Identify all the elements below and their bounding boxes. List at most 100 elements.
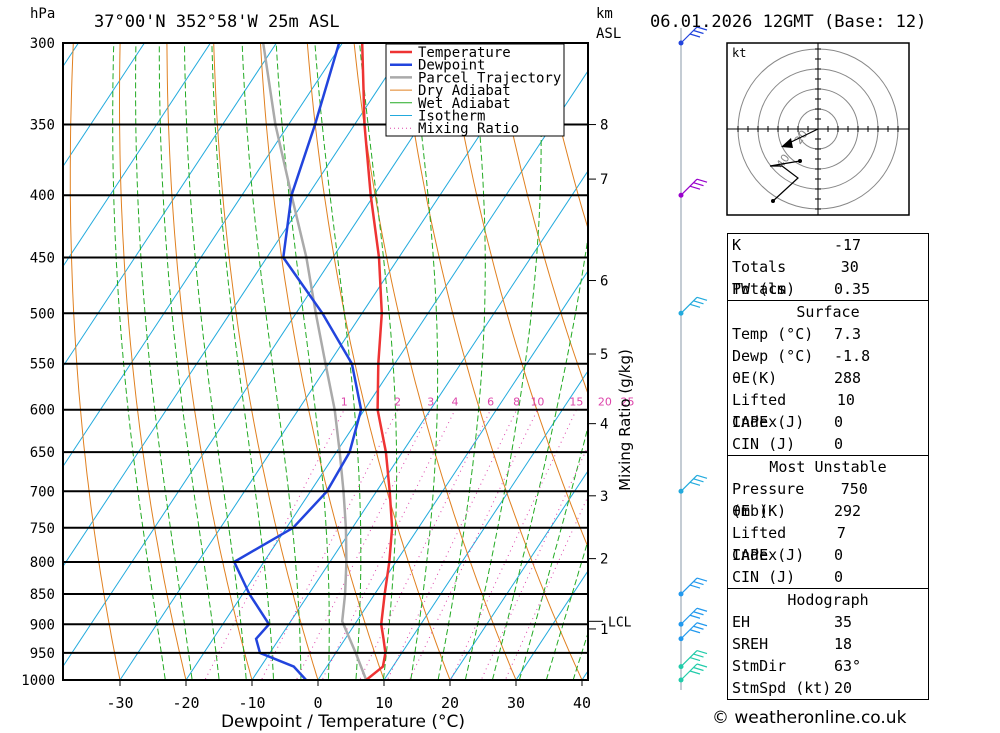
wet-adiabat-line — [464, 43, 542, 680]
index-value: 0 — [834, 546, 844, 564]
dry-adiabat-line — [540, 43, 588, 231]
pressure-tick-label: 950 — [30, 646, 55, 662]
temp-tick-label: -30 — [106, 694, 133, 712]
km-tick-label: 4 — [600, 417, 608, 433]
index-label: CIN (J) — [732, 435, 796, 453]
wind-barb-feather — [696, 607, 708, 612]
section-title: Surface — [728, 300, 928, 323]
km-tick-label: 5 — [600, 347, 608, 363]
km-tick-label: 6 — [600, 274, 608, 290]
index-label: StmDir — [732, 657, 787, 675]
index-row: θE(K) 288 — [728, 367, 928, 389]
mixing-ratio-label: 3 — [427, 396, 434, 409]
isotherm-line — [449, 470, 588, 680]
pressure-tick-label: 750 — [30, 521, 55, 537]
mixing-ratio-label: 10 — [530, 396, 544, 409]
pressure-tick-label: 550 — [30, 357, 55, 373]
isotherm-line — [63, 43, 212, 268]
index-row: SREH 18 — [728, 633, 928, 655]
hodograph: kt2040 — [726, 42, 910, 216]
mixing-ratio-axis-label: Mixing Ratio (g/kg) — [616, 349, 634, 491]
mixing-ratio-label: 25 — [621, 396, 635, 409]
index-label: K — [732, 236, 742, 254]
index-label: θE (K) — [732, 502, 787, 520]
wind-barb-feather — [689, 657, 701, 662]
index-label: PW (cm) — [732, 280, 796, 298]
dry-adiabat-line — [353, 43, 517, 680]
wet-adiabat-line — [135, 43, 193, 680]
legend-label: Parcel Trajectory — [418, 70, 561, 86]
index-label: θE(K) — [732, 369, 778, 387]
index-value: 10 — [836, 391, 855, 409]
pressure-tick-label: 1000 — [21, 673, 55, 689]
isotherm-line — [317, 270, 588, 680]
legend-label: Wet Adiabat — [418, 96, 511, 112]
index-label: Pressure (mb) — [732, 480, 805, 520]
dry-adiabat-line — [447, 43, 588, 549]
lcl-label: LCL — [608, 615, 632, 630]
isotherm-line — [63, 43, 344, 468]
temp-tick-label: -10 — [238, 694, 265, 712]
wind-barb — [678, 607, 708, 627]
isotherm-line — [515, 570, 588, 680]
pressure-tick-label: 400 — [30, 188, 55, 204]
index-row: CIN (J) 0 — [728, 566, 928, 588]
index-value: 20 — [834, 679, 853, 697]
wind-barb-feather — [696, 577, 708, 582]
isotherm-line — [63, 43, 146, 168]
storm-motion-arrow — [781, 138, 793, 148]
index-label: SREH — [732, 635, 769, 653]
wind-barb-feather — [689, 629, 701, 634]
dry-adiabat-line — [493, 43, 588, 396]
index-label: CIN (J) — [732, 568, 796, 586]
wind-barb-feather — [693, 611, 704, 616]
hpa-unit-label: hPa — [30, 6, 56, 22]
isotherm-line — [63, 43, 410, 568]
hodograph-point — [798, 159, 802, 163]
wet-adiabat-line — [158, 43, 220, 680]
index-row: Totals Totals 30 — [728, 256, 928, 298]
km-tick-label: 1 — [600, 622, 608, 638]
storm-motion-line — [786, 128, 819, 145]
datetime-label: 06.01.2026 12GMT (Base: 12) — [650, 12, 927, 32]
wind-barb — [678, 650, 708, 670]
index-label: Lifted Index — [732, 524, 787, 564]
index-row: Lifted Index 10 — [728, 389, 928, 431]
wind-barb-shaft — [680, 178, 698, 196]
index-row: StmDir 63° — [728, 655, 928, 677]
mixing-ratio-line — [295, 409, 432, 680]
wet-adiabat-line — [275, 43, 330, 680]
isotherm-line — [383, 370, 588, 680]
index-row: Pressure (mb) 750 — [728, 478, 928, 520]
index-label: Totals Totals — [732, 258, 787, 298]
wind-barb-feather — [693, 300, 704, 305]
index-value: 7 — [836, 524, 846, 542]
index-label: Temp (°C) — [732, 325, 814, 343]
wind-barb-feather — [689, 33, 701, 38]
legend-label: Temperature — [418, 45, 511, 61]
wind-barb — [678, 663, 708, 683]
wind-barb-shaft — [680, 474, 698, 492]
dry-adiabat-line — [306, 43, 451, 680]
pressure-tick-label: 450 — [30, 251, 55, 267]
mixing-ratio-label: 2 — [394, 396, 401, 409]
hodograph-trace — [769, 160, 801, 202]
wind-barb-shaft — [680, 650, 698, 668]
wind-barb — [678, 622, 708, 642]
wind-barb-shaft — [680, 26, 698, 44]
temp-tick-label: 30 — [507, 694, 525, 712]
pressure-tick-label: 850 — [30, 587, 55, 603]
mixing-ratio-line — [204, 409, 345, 680]
index-value: 63° — [834, 657, 862, 675]
wind-barb — [678, 178, 708, 198]
index-label: StmSpd (kt) — [732, 679, 832, 697]
mixing-ratio-line — [480, 445, 588, 680]
legend-box — [385, 43, 565, 137]
mixing-ratio-label: 1 — [341, 396, 348, 409]
index-value: 7.3 — [834, 325, 862, 343]
km-tick-label: 3 — [600, 489, 608, 505]
index-value: 0 — [834, 413, 844, 431]
wind-barb-feather — [696, 622, 708, 627]
mixing-ratio-label: 4 — [452, 396, 459, 409]
